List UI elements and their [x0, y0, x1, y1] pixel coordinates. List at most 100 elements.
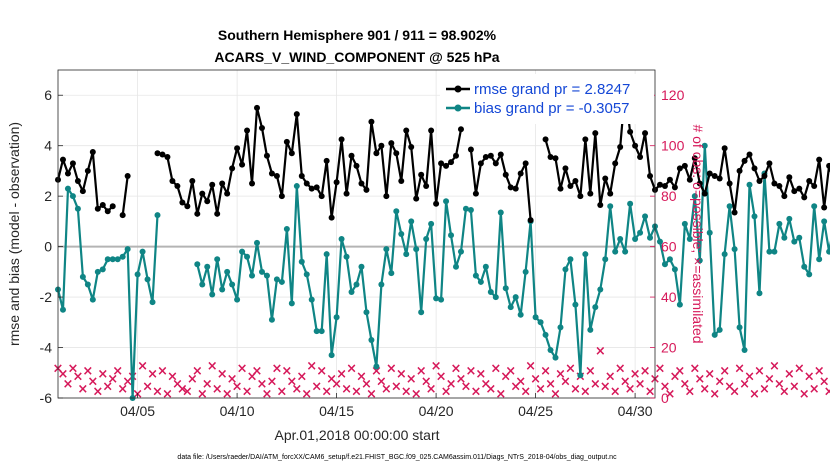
rmse-point: [542, 136, 549, 143]
bias-point: [497, 209, 504, 216]
bias-point: [572, 301, 579, 308]
rmse-point: [119, 212, 126, 219]
bias-point: [398, 231, 405, 237]
bias-point: [224, 268, 231, 275]
bias-point: [766, 248, 773, 255]
rmse-point: [736, 167, 743, 174]
rmse-point: [423, 183, 430, 190]
obs-marker: ×: [157, 364, 168, 379]
obs-marker: ×: [505, 364, 516, 379]
rmse-point: [89, 149, 96, 155]
bias-point: [666, 256, 673, 263]
x-axis-ticks: 04/05 04/10 04/15 04/20 04/25 04/30: [120, 393, 653, 419]
obs-marker: ×: [739, 377, 750, 392]
rmse-point: [323, 157, 330, 164]
rmse-point: [592, 130, 599, 137]
rmse-point: [751, 165, 758, 172]
obs-marker: ×: [490, 362, 501, 377]
rmse-point: [572, 178, 579, 185]
obs-marker: ×: [426, 382, 437, 397]
obs-marker: ×: [331, 377, 342, 392]
bias-point: [482, 263, 489, 270]
bias-point: [726, 203, 733, 210]
obs-marker: ×: [804, 369, 815, 384]
obs-marker: ×: [152, 384, 163, 399]
rmse-point: [497, 151, 504, 158]
y-tick-label: -6: [40, 390, 53, 406]
legend-bias-marker: [454, 104, 462, 112]
obs-marker: ×: [794, 362, 805, 377]
bias-point: [671, 266, 678, 273]
bias-point: [532, 314, 539, 321]
obs-marker: ×: [356, 369, 367, 384]
rmse-point: [502, 171, 509, 178]
bias-point: [438, 296, 445, 303]
obs-marker: ×: [754, 364, 765, 379]
y2-axis-label: # of obs: o=possible; ×=assimilated: [690, 124, 706, 343]
rmse-point: [786, 174, 793, 181]
obs-marker: ×: [326, 372, 337, 387]
obs-marker: ×: [704, 367, 715, 382]
obs-marker: ×: [500, 369, 511, 384]
obs-marker: ×: [799, 387, 810, 402]
obs-marker: ×: [595, 344, 606, 359]
obs-marker: ×: [525, 359, 536, 374]
obs-marker: ×: [814, 364, 825, 379]
bias-point: [676, 301, 683, 308]
obs-marker: ×: [545, 377, 556, 392]
bias-point: [393, 208, 400, 215]
bias-point: [607, 203, 614, 210]
bias-point: [462, 205, 469, 212]
obs-marker: ×: [207, 359, 218, 374]
rmse-point: [69, 160, 76, 167]
obs-marker: ×: [809, 382, 820, 397]
bias-point: [348, 289, 355, 296]
bias-point: [283, 225, 290, 232]
bias-point: [69, 193, 76, 200]
rmse-point: [333, 179, 340, 186]
obs-marker: ×: [67, 362, 78, 377]
y-tick-label: 2: [44, 188, 52, 204]
rmse-point: [522, 160, 529, 167]
obs-marker: ×: [346, 362, 357, 377]
rmse-point: [826, 162, 830, 169]
bias-point: [423, 236, 430, 243]
bias-point: [721, 251, 728, 258]
obs-marker: ×: [321, 384, 332, 399]
rmse-point: [204, 198, 211, 205]
bias-point: [338, 236, 345, 243]
obs-marker: ×: [102, 379, 113, 394]
rmse-point: [696, 180, 703, 187]
obs-marker: ×: [520, 384, 531, 399]
obs-marker: ×: [286, 374, 297, 389]
bias-point: [781, 234, 788, 241]
bias-point: [353, 281, 360, 288]
obs-marker: ×: [679, 377, 690, 392]
obs-marker: ×: [296, 369, 307, 384]
rmse-point: [811, 183, 818, 190]
bias-point: [821, 218, 828, 225]
obs-marker: ×: [694, 372, 705, 387]
obs-marker: ×: [615, 362, 626, 377]
bias-point: [477, 278, 484, 285]
rmse-point: [64, 170, 71, 177]
rmse-point: [159, 151, 166, 158]
rmse-point: [731, 209, 738, 216]
chart-title: Southern Hemisphere 901 / 911 = 98.902%: [218, 27, 497, 43]
obs-marker: ×: [819, 374, 830, 389]
bias-point: [826, 248, 830, 255]
bias-point: [79, 273, 86, 280]
rmse-point: [338, 136, 345, 143]
rmse-point: [373, 150, 380, 157]
obs-marker: ×: [829, 372, 830, 387]
obs-marker: ×: [535, 382, 546, 397]
obs-marker: ×: [475, 367, 486, 382]
bias-point: [328, 352, 335, 359]
obs-marker: ×: [605, 369, 616, 384]
obs-marker: ×: [142, 379, 153, 394]
obs-marker: ×: [147, 367, 158, 382]
obs-marker: ×: [87, 374, 98, 389]
bias-point: [84, 281, 91, 288]
y-tick-label: -4: [40, 340, 53, 356]
obs-marker: ×: [217, 367, 228, 382]
